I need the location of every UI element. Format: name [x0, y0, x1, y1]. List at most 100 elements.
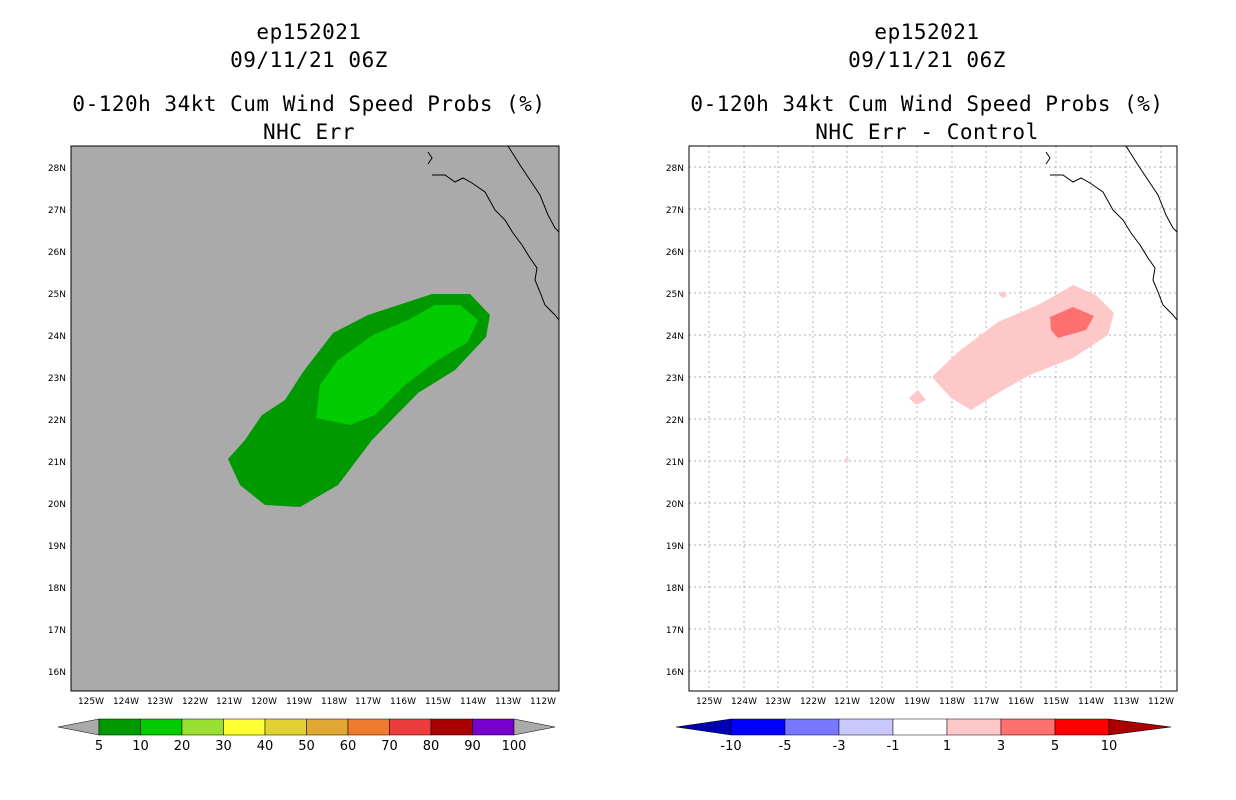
lon-label: 121W	[216, 697, 242, 707]
lon-label: 112W	[530, 697, 556, 707]
lat-label: 20N	[666, 500, 684, 510]
panel-subtitle: NHC Err - Control	[815, 120, 1039, 144]
storm-id: ep152021	[874, 20, 980, 44]
lat-label: 21N	[666, 458, 684, 468]
lat-label: 28N	[48, 164, 66, 174]
lon-label: 119W	[286, 697, 312, 707]
map-svg: 28N 27N 26N 25N 24N 23N 22N 21N 20N 19N …	[666, 145, 1178, 754]
colorbar-label: 50	[298, 739, 315, 754]
right-panel: ep152021 09/11/21 06Z 0-120h 34kt Cum Wi…	[618, 0, 1236, 800]
lat-label: 19N	[666, 542, 684, 552]
colorbar-label: 60	[340, 739, 357, 754]
lon-label: 113W	[1113, 697, 1139, 707]
colorbar-arrow-left	[57, 718, 100, 736]
lon-label: 125W	[696, 697, 722, 707]
lat-label: 27N	[666, 206, 684, 216]
colorbar-swatch	[264, 718, 307, 736]
colorbar-label: 30	[215, 739, 232, 754]
lon-label: 122W	[182, 697, 208, 707]
product-title: 0-120h 34kt Cum Wind Speed Probs (%)	[690, 92, 1164, 116]
colorbar-label: -5	[779, 739, 792, 754]
lon-label: 117W	[355, 697, 381, 707]
lat-label: 25N	[48, 290, 66, 300]
colorbar-swatch	[430, 718, 473, 736]
lat-label: 28N	[666, 164, 684, 174]
colorbar-swatch	[1000, 718, 1056, 736]
coastline	[1045, 145, 1178, 321]
colorbar-swatch	[730, 718, 786, 736]
colorbar-arrow-left	[675, 718, 732, 736]
colorbar-label: 1	[943, 739, 951, 754]
lon-label: 114W	[460, 697, 486, 707]
colorbar-label: 100	[502, 739, 527, 754]
prob-contour-10	[316, 305, 478, 425]
diff-contour-1-small	[909, 390, 926, 405]
lat-label: 21N	[48, 458, 66, 468]
lat-label: 26N	[666, 248, 684, 258]
lat-label: 17N	[48, 626, 66, 636]
lat-label: 22N	[666, 416, 684, 426]
lon-label: 119W	[904, 697, 930, 707]
lon-label: 115W	[1043, 697, 1069, 707]
lon-label: 118W	[321, 697, 347, 707]
colorbar-swatch	[389, 718, 432, 736]
lon-label: 117W	[973, 697, 999, 707]
lat-label: 17N	[666, 626, 684, 636]
lat-label: 18N	[666, 584, 684, 594]
lon-label: 120W	[251, 697, 277, 707]
colorbar-label: 40	[257, 739, 274, 754]
diff-contour-3	[1050, 307, 1094, 338]
lon-label: 121W	[834, 697, 860, 707]
colorbar-swatch	[1054, 718, 1110, 736]
colorbar-swatch	[306, 718, 349, 736]
lat-label: 26N	[48, 248, 66, 258]
lon-label: 115W	[425, 697, 451, 707]
lon-label: 123W	[147, 697, 173, 707]
colorbar-swatch	[140, 718, 183, 736]
lon-label: 124W	[731, 697, 757, 707]
panel-subtitle: NHC Err	[262, 120, 355, 144]
colorbar-swatch	[472, 718, 515, 736]
lon-label: 116W	[390, 697, 416, 707]
lon-label: 118W	[939, 697, 965, 707]
lat-label: 27N	[48, 206, 66, 216]
colorbar-label: 20	[174, 739, 191, 754]
map-svg: 28N 27N 26N 25N 24N 23N 22N 21N 20N 19N …	[48, 145, 560, 754]
map-background	[689, 146, 1177, 691]
lat-label: 25N	[666, 290, 684, 300]
diff-contour-1-dot	[999, 291, 1007, 298]
storm-id: ep152021	[256, 20, 362, 44]
colorbar-swatch	[181, 718, 224, 736]
lat-label: 16N	[666, 668, 684, 678]
datetime: 09/11/21 06Z	[848, 48, 1006, 72]
map-frame	[70, 145, 560, 692]
lat-label: 22N	[48, 416, 66, 426]
colorbar-label: 3	[997, 739, 1005, 754]
lon-label: 114W	[1078, 697, 1104, 707]
left-panel: ep152021 09/11/21 06Z 0-120h 34kt Cum Wi…	[48, 20, 560, 754]
coastline	[427, 145, 560, 321]
lat-label: 19N	[48, 542, 66, 552]
lon-label: 125W	[78, 697, 104, 707]
colorbar-label: 90	[464, 739, 481, 754]
lat-label: 16N	[48, 668, 66, 678]
colorbar-label: 10	[132, 739, 149, 754]
colorbar-label: 80	[423, 739, 440, 754]
diff-contour-1-dot	[844, 457, 850, 461]
colorbar-swatch	[98, 718, 141, 736]
lat-label: 23N	[48, 374, 66, 384]
lon-label: 122W	[800, 697, 826, 707]
lon-label: 120W	[869, 697, 895, 707]
lat-label: 18N	[48, 584, 66, 594]
colorbar-arrow-right	[1108, 718, 1172, 736]
colorbar-swatch	[784, 718, 840, 736]
lon-label: 113W	[495, 697, 521, 707]
lat-label: 24N	[666, 332, 684, 342]
lon-label: 112W	[1148, 697, 1174, 707]
map-frame	[688, 145, 1178, 692]
colorbar-label: 5	[95, 739, 103, 754]
colorbar-label: -1	[887, 739, 900, 754]
lat-label: 20N	[48, 500, 66, 510]
colorbar-label: 5	[1051, 739, 1059, 754]
colorbar-swatch	[347, 718, 390, 736]
